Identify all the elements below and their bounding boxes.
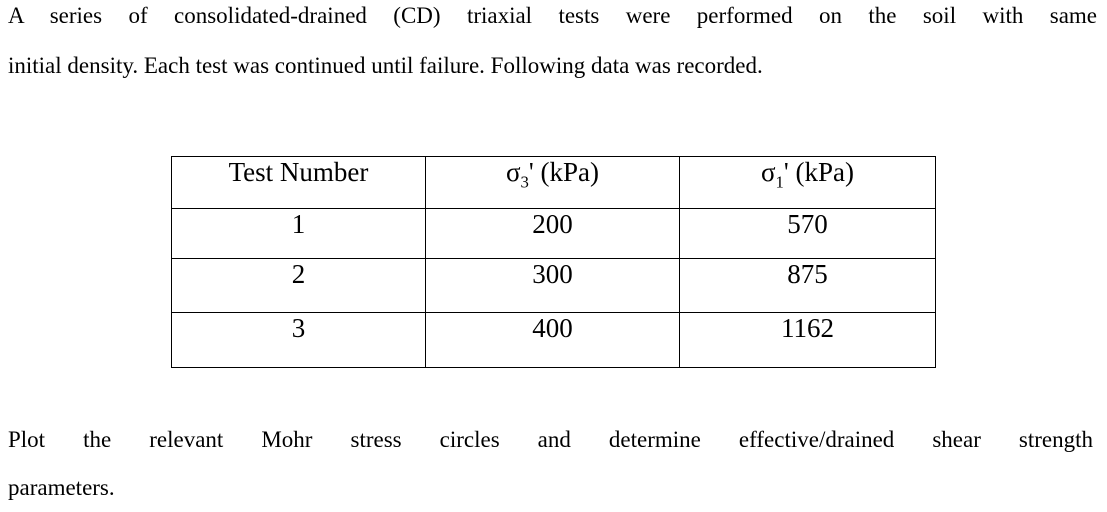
intro-line-1: A series of consolidated-drained (CD) tr… xyxy=(8,3,1097,28)
table-row: 1 200 570 xyxy=(171,208,936,259)
task-line-2: parameters. xyxy=(8,475,115,500)
intro-paragraph: A series of consolidated-drained (CD) tr… xyxy=(8,0,1097,91)
task-line-1: Plot the relevant Mohr stress circles an… xyxy=(8,427,1093,452)
header-subscript: 1 xyxy=(775,172,784,192)
task-paragraph: Plot the relevant Mohr stress circles an… xyxy=(8,416,1093,512)
column-header-test-number: Test Number xyxy=(171,156,426,209)
cell-sigma3: 400 xyxy=(425,312,680,368)
cell-sigma3: 200 xyxy=(425,208,680,259)
column-header-sigma3: σ3' (kPa) xyxy=(425,156,680,209)
cell-sigma3: 300 xyxy=(425,258,680,313)
sigma-symbol: σ xyxy=(505,157,521,187)
cell-sigma1: 1162 xyxy=(679,312,936,368)
table-row: 2 300 875 xyxy=(171,258,936,313)
sigma-symbol: σ xyxy=(760,157,776,187)
table-row: 3 400 1162 xyxy=(171,312,936,368)
triaxial-test-table: Test Number σ3' (kPa) σ1' (kPa) 1 200 57… xyxy=(171,156,936,368)
header-unit: ' (kPa) xyxy=(783,157,855,187)
column-header-sigma1: σ1' (kPa) xyxy=(679,156,936,209)
header-unit: ' (kPa) xyxy=(528,157,600,187)
intro-line-2: initial density. Each test was continued… xyxy=(8,53,763,78)
header-subscript: 3 xyxy=(520,172,529,192)
cell-test-number: 3 xyxy=(171,312,426,368)
cell-test-number: 1 xyxy=(171,208,426,259)
cell-sigma1: 875 xyxy=(679,258,936,313)
table-header-row: Test Number σ3' (kPa) σ1' (kPa) xyxy=(171,156,936,209)
cell-test-number: 2 xyxy=(171,258,426,313)
header-text: Test Number xyxy=(228,157,369,187)
cell-sigma1: 570 xyxy=(679,208,936,259)
